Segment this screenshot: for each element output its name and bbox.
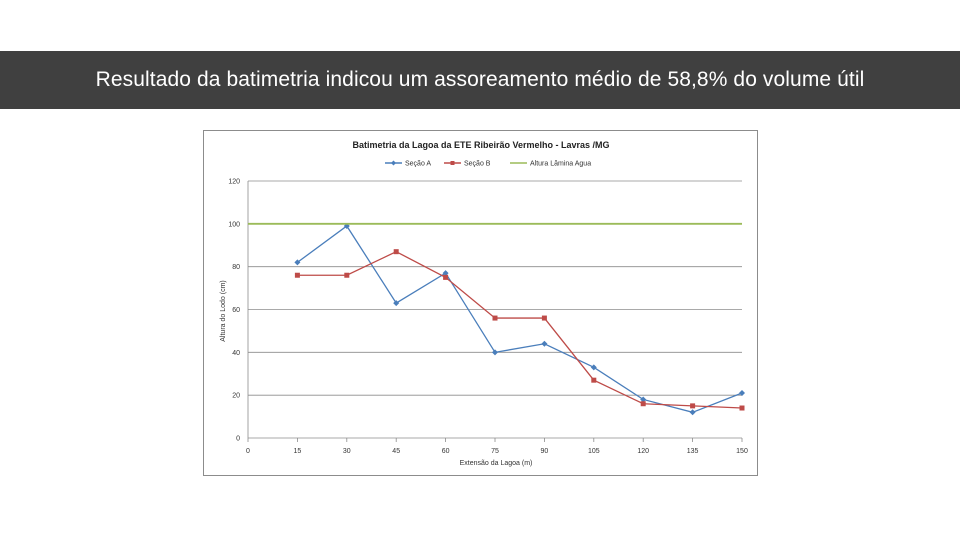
data-point (442, 270, 449, 277)
x-tick-label: 0 (246, 448, 250, 455)
chart-title: Batimetria da Lagoa da ETE Ribeirão Verm… (352, 140, 609, 150)
x-tick-label: 120 (637, 448, 649, 455)
x-tick-label: 105 (588, 448, 600, 455)
legend-label: Seção B (464, 161, 491, 168)
y-tick-label: 80 (232, 264, 240, 271)
chart-frame: Batimetria da Lagoa da ETE Ribeirão Verm… (203, 130, 758, 476)
data-point (294, 259, 301, 266)
series-line (297, 225, 743, 413)
y-axis-ticks: 0 20 40 60 80 100 120 (228, 179, 240, 443)
legend-label: Seção A (405, 161, 431, 168)
y-tick-label: 0 (236, 436, 240, 443)
legend-marker (450, 161, 455, 165)
y-tick-label: 100 (228, 221, 240, 228)
chart-gridlines (247, 180, 742, 439)
data-point (393, 249, 399, 255)
x-tick-label: 15 (294, 448, 302, 455)
chart-svg: Batimetria da Lagoa da ETE Ribeirão Verm… (220, 140, 748, 467)
series-line (297, 250, 743, 409)
legend-item: Seção A (385, 160, 431, 168)
chart-series-layer (248, 222, 745, 416)
data-point (739, 390, 745, 397)
y-tick-label: 40 (232, 350, 240, 357)
data-point (690, 403, 696, 409)
data-point (443, 274, 449, 280)
title-banner: Resultado da batimetria indicou um assor… (0, 51, 960, 109)
data-point (689, 409, 696, 416)
series-1 (294, 249, 745, 411)
x-tick-label: 75 (491, 448, 499, 455)
data-point (591, 377, 597, 383)
data-point (344, 272, 350, 278)
x-axis-ticks: 0 15 30 45 60 75 90 105 120 135 150 (246, 438, 748, 455)
y-tick-label: 120 (228, 179, 240, 186)
legend-item: Seção B (444, 161, 491, 168)
y-axis-label: Altura do Lodo (cm) (220, 280, 227, 341)
data-point (640, 401, 646, 407)
data-point (294, 272, 300, 278)
legend-item: Altura Lâmina Agua (510, 161, 591, 168)
x-tick-label: 150 (736, 448, 748, 455)
x-tick-label: 45 (392, 448, 400, 455)
x-tick-label: 90 (541, 448, 549, 455)
chart-legend: Seção A Seção B Altura Lâmina Agua (385, 160, 591, 168)
data-point (492, 349, 498, 356)
data-point (541, 340, 548, 347)
y-tick-label: 20 (232, 393, 240, 400)
y-tick-label: 60 (232, 307, 240, 314)
data-point (640, 396, 647, 403)
legend-label: Altura Lâmina Agua (530, 161, 591, 168)
x-axis-label: Extensão da Lagoa (m) (460, 460, 533, 467)
data-point (541, 315, 547, 321)
legend-marker (391, 160, 396, 166)
slide-title: Resultado da batimetria indicou um assor… (95, 68, 865, 91)
x-tick-label: 60 (442, 448, 450, 455)
x-tick-label: 135 (687, 448, 699, 455)
data-point (393, 300, 400, 307)
x-tick-label: 30 (343, 448, 351, 455)
data-point (590, 364, 597, 371)
data-point (739, 405, 745, 411)
data-point (492, 315, 498, 321)
series-0 (294, 222, 745, 416)
